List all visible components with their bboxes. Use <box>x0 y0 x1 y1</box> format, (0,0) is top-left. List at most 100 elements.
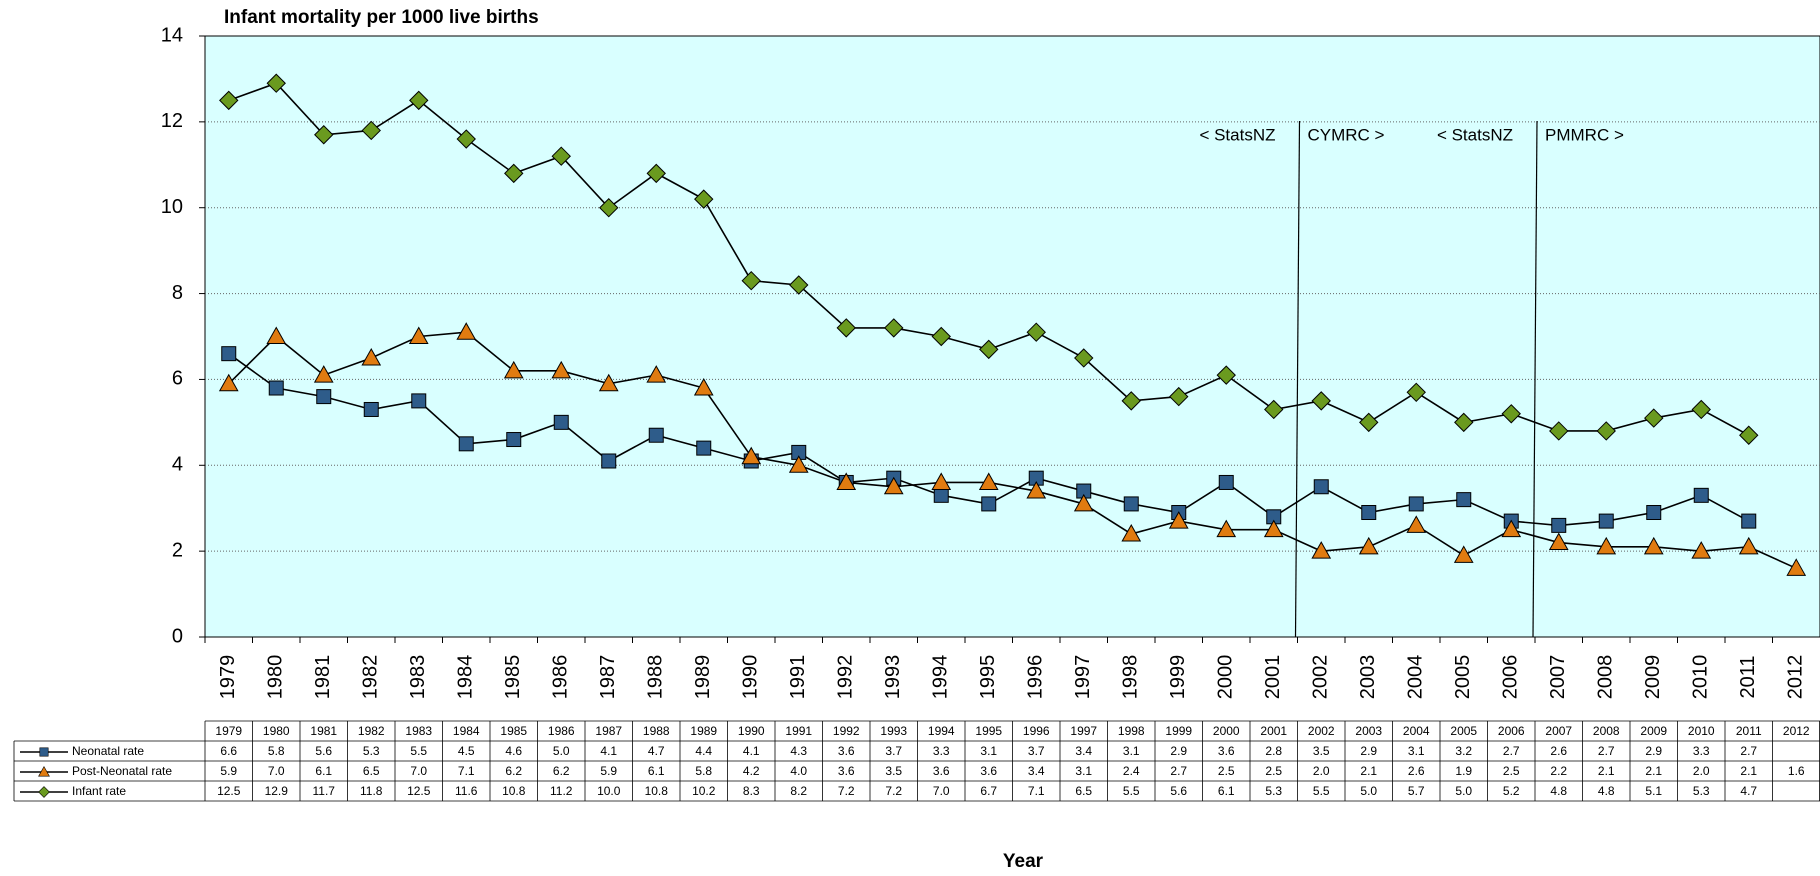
table-cell: 5.3 <box>1693 784 1710 798</box>
table-header: 1994 <box>928 724 955 738</box>
x-tick-label: 1998 <box>1120 655 1142 700</box>
table-cell: 7.0 <box>410 764 427 778</box>
table-cell: 6.2 <box>553 764 570 778</box>
point <box>599 198 619 218</box>
point <box>1311 541 1332 559</box>
x-tick-label: 1996 <box>1025 655 1047 700</box>
point <box>1738 536 1759 555</box>
x-tick-label: 2002 <box>1310 655 1332 700</box>
point <box>1026 322 1046 342</box>
point <box>1361 505 1377 521</box>
table-cell: 4.7 <box>648 744 665 758</box>
x-tick-label: 1993 <box>882 655 904 700</box>
x-tick-label: 1994 <box>930 655 952 700</box>
point <box>551 360 572 379</box>
table-cell: 5.6 <box>1170 784 1187 798</box>
x-tick-label: 1997 <box>1072 655 1094 700</box>
point <box>1408 496 1424 512</box>
table-header: 1983 <box>405 724 432 738</box>
table-cell: 6.1 <box>648 764 665 778</box>
point <box>553 414 569 430</box>
table-cell: 3.5 <box>1313 744 1330 758</box>
table-header: 2001 <box>1260 724 1287 738</box>
x-tick-label: 1990 <box>740 655 762 700</box>
table-cell: 5.6 <box>315 744 332 758</box>
point <box>361 120 381 141</box>
table-cell: 3.1 <box>1075 764 1092 778</box>
x-tick-label: 2001 <box>1262 655 1284 700</box>
table-cell: 2.1 <box>1740 764 1757 778</box>
table-header: 1991 <box>785 724 812 738</box>
table-header: 1998 <box>1118 724 1145 738</box>
table-cell: 3.6 <box>933 764 950 778</box>
point <box>266 326 287 344</box>
point <box>1453 545 1474 563</box>
point <box>931 326 951 347</box>
point <box>1501 519 1522 538</box>
table-cell: 7.1 <box>458 764 475 778</box>
table-header: 1987 <box>595 724 622 738</box>
table-cell: 10.2 <box>692 784 716 798</box>
point <box>648 427 664 443</box>
table-cell: 5.0 <box>1360 784 1377 798</box>
table-cell: 6.5 <box>1075 784 1092 798</box>
table-cell: 1.6 <box>1788 764 1805 778</box>
table-cell: 3.4 <box>1028 764 1045 778</box>
table-cell: 3.6 <box>838 744 855 758</box>
point <box>1264 399 1284 420</box>
point <box>504 163 524 184</box>
table-cell: 5.5 <box>1313 784 1330 798</box>
table-cell: 2.5 <box>1218 764 1235 778</box>
table-cell: 4.1 <box>600 744 617 758</box>
table-header: 1989 <box>690 724 717 738</box>
x-axis-title: Year <box>1003 851 1044 872</box>
table-cell: 7.2 <box>885 784 902 798</box>
table-cell: 2.2 <box>1550 764 1567 778</box>
point <box>694 189 714 209</box>
table-cell: 5.2 <box>1503 784 1520 798</box>
table-cell: 6.1 <box>315 764 332 778</box>
point <box>1643 536 1664 555</box>
table-header: 2000 <box>1213 724 1240 738</box>
point <box>1501 404 1521 424</box>
x-tick-label: 1979 <box>217 655 239 700</box>
table-cell: 2.1 <box>1598 764 1615 778</box>
table-header: 1999 <box>1165 724 1192 738</box>
table-cell: 3.1 <box>1123 744 1140 758</box>
table-cell: 8.3 <box>743 784 760 798</box>
table-cell: 11.7 <box>313 784 336 798</box>
point <box>268 380 284 396</box>
y-tick-label: 10 <box>161 196 183 218</box>
table-cell: 2.9 <box>1170 744 1187 758</box>
point <box>1548 532 1569 551</box>
x-tick-label: 1995 <box>977 655 999 700</box>
point <box>316 389 332 405</box>
table-cell: 5.5 <box>410 744 427 758</box>
table-cell: 4.5 <box>458 744 475 758</box>
y-tick-label: 4 <box>172 454 183 476</box>
point <box>788 455 809 473</box>
table-cell: 4.6 <box>505 744 522 758</box>
chart-title: Infant mortality per 1000 live births <box>224 7 539 28</box>
table-header: 2010 <box>1688 724 1715 738</box>
point <box>1691 399 1711 420</box>
point <box>314 125 334 145</box>
table-cell: 2.6 <box>1408 764 1425 778</box>
point <box>1406 515 1427 533</box>
table-cell: 3.3 <box>1693 744 1710 758</box>
table-cell: 5.3 <box>363 744 380 758</box>
point <box>1074 348 1094 368</box>
series-line <box>228 331 1797 570</box>
point <box>313 365 334 383</box>
point <box>1693 487 1709 503</box>
legend-marker <box>38 765 50 777</box>
table-header: 2004 <box>1403 724 1430 738</box>
table-header: 2007 <box>1545 724 1572 738</box>
x-tick-label: 1987 <box>597 655 619 700</box>
point <box>506 432 522 448</box>
table-cell: 10.8 <box>502 784 526 798</box>
x-tick-label: 1992 <box>835 655 857 700</box>
point <box>1123 496 1139 512</box>
